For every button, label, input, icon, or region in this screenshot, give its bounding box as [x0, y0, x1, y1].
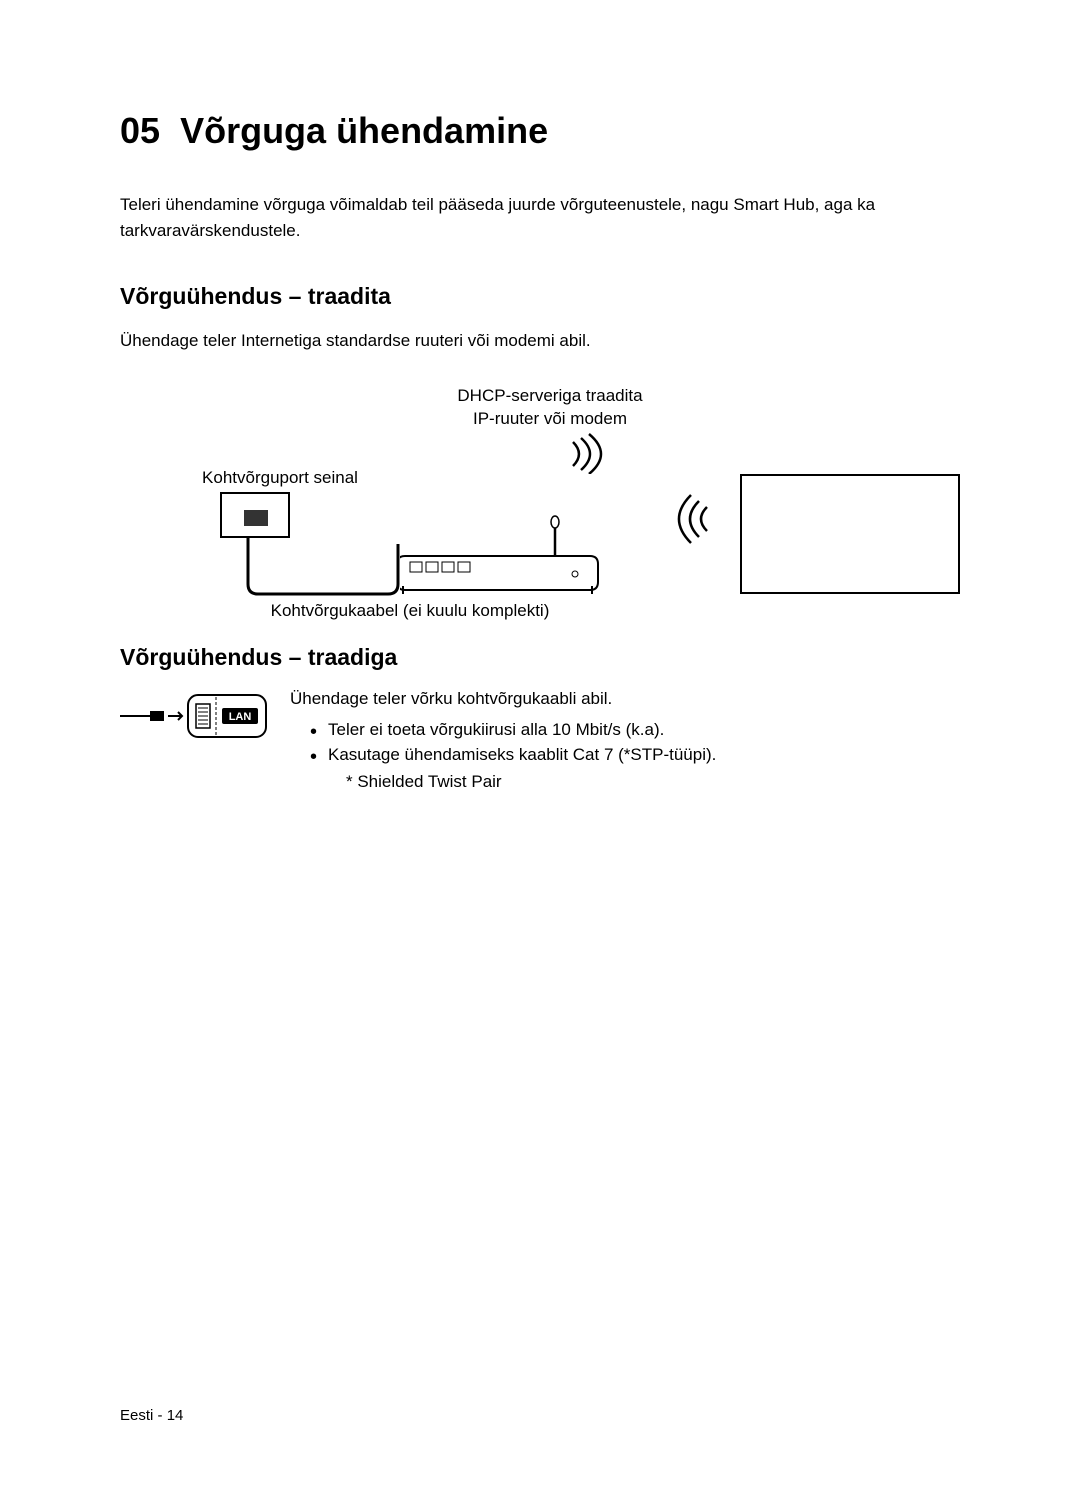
diagram-top-label-line1: DHCP-serveriga traadita: [457, 386, 642, 405]
wireless-diagram: DHCP-serveriga traadita IP-ruuter või mo…: [120, 384, 960, 624]
wired-bullets: Teler ei toeta võrgukiirusi alla 10 Mbit…: [290, 717, 960, 768]
chapter-number: 05: [120, 110, 160, 151]
cable-icon: [228, 534, 428, 599]
diagram-bottom-label: Kohtvõrgukaabel (ei kuulu komplekti): [260, 599, 560, 623]
wired-bullet-1: Kasutage ühendamiseks kaablit Cat 7 (*ST…: [310, 742, 960, 768]
page-footer: Eesti - 14: [120, 1407, 183, 1424]
lan-port-diagram: LAN: [120, 689, 270, 749]
wired-content: Ühendage teler võrku kohtvõrgukaabli abi…: [290, 689, 960, 792]
router-icon: [400, 514, 600, 594]
wired-footnote: * Shielded Twist Pair: [290, 772, 960, 792]
diagram-left-label: Kohtvõrguport seinal: [170, 466, 390, 490]
intro-paragraph: Teleri ühendamine võrguga võimaldab teil…: [120, 192, 960, 243]
wifi-out-icon: [565, 424, 615, 474]
footer-language: Eesti: [120, 1407, 153, 1424]
wired-description: Ühendage teler võrku kohtvõrgukaabli abi…: [290, 689, 960, 709]
wireless-description: Ühendage teler Internetiga standardse ru…: [120, 328, 960, 354]
diagram-top-label: DHCP-serveriga traadita IP-ruuter või mo…: [400, 384, 700, 432]
wireless-heading: Võrguühendus – traadita: [120, 283, 960, 310]
wall-port-icon: [220, 492, 290, 538]
tv-icon: [740, 474, 960, 594]
chapter-heading: 05 Võrguga ühendamine: [120, 110, 960, 152]
wired-bullet-0: Teler ei toeta võrgukiirusi alla 10 Mbit…: [310, 717, 960, 743]
lan-badge-text: LAN: [229, 711, 252, 723]
footer-page: 14: [167, 1407, 184, 1424]
wired-heading: Võrguühendus – traadiga: [120, 644, 960, 671]
wired-section: LAN Ühendage teler võrku kohtvõrgukaabli…: [120, 689, 960, 792]
wifi-in-icon: [665, 489, 715, 549]
chapter-title: Võrguga ühendamine: [180, 110, 548, 151]
footer-separator: -: [153, 1407, 166, 1424]
